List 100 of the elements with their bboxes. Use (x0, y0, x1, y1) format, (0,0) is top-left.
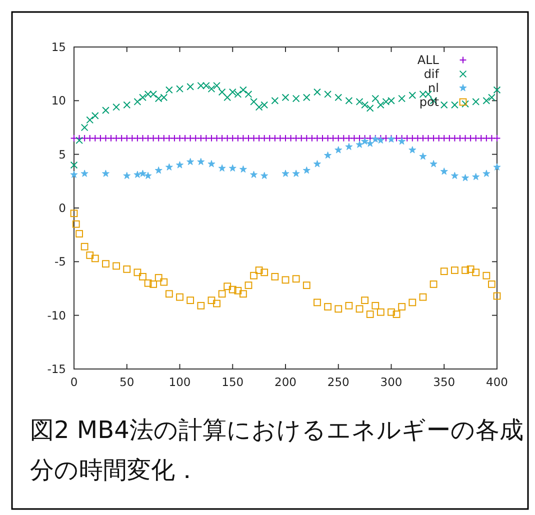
point (80, 242, 88, 250)
point (76, 230, 83, 238)
point (165, 290, 173, 298)
point (139, 94, 146, 102)
point (462, 174, 470, 182)
point (419, 152, 427, 160)
point (324, 303, 332, 310)
point (292, 170, 300, 177)
point (224, 282, 232, 290)
x-tick-label: 200 (274, 375, 296, 389)
point (176, 293, 184, 301)
point (102, 170, 110, 177)
y-tick-label: -15 (47, 362, 66, 376)
point (345, 302, 353, 310)
point (250, 170, 258, 178)
point (314, 88, 321, 96)
point (91, 112, 99, 120)
point (282, 170, 290, 177)
point (361, 101, 369, 109)
point (345, 142, 353, 150)
point (356, 305, 364, 313)
point (250, 98, 258, 106)
point (271, 96, 279, 104)
point (144, 279, 152, 287)
x-tick-label: 400 (486, 375, 508, 389)
point (228, 286, 236, 294)
point (282, 276, 290, 284)
point (234, 286, 242, 294)
point (314, 298, 321, 306)
point (208, 160, 216, 168)
point (450, 172, 458, 180)
point (218, 88, 226, 96)
point (260, 268, 268, 276)
point (482, 272, 490, 280)
point (334, 305, 342, 313)
point (271, 272, 279, 280)
x-tick-label: 350 (433, 375, 456, 389)
point (112, 103, 120, 111)
y-tick-label: -5 (54, 254, 66, 269)
point (240, 86, 247, 94)
point (493, 292, 501, 300)
point (208, 296, 216, 304)
point (302, 282, 310, 289)
point (80, 124, 88, 132)
point (482, 170, 490, 177)
point (493, 86, 501, 94)
x-tick-label: 300 (380, 375, 402, 389)
point (213, 82, 220, 90)
point (372, 302, 380, 310)
y-tick-label: 0 (58, 201, 66, 215)
point (86, 116, 94, 124)
point (440, 101, 448, 109)
point (255, 266, 263, 274)
point (240, 290, 247, 298)
point (376, 101, 384, 109)
point (472, 98, 480, 106)
y-tick-label: -10 (47, 308, 66, 322)
point (302, 166, 310, 174)
point (292, 94, 300, 102)
point (165, 163, 173, 170)
point (408, 146, 416, 154)
point (488, 280, 496, 288)
point (451, 101, 458, 109)
point (176, 161, 184, 168)
point (392, 310, 400, 318)
point (123, 172, 131, 180)
point (366, 140, 374, 147)
point (462, 100, 469, 108)
point (208, 85, 216, 93)
point (366, 104, 374, 112)
y-tick-label: 15 (51, 40, 66, 54)
point (440, 268, 448, 276)
legend-label: ALL (417, 53, 440, 67)
x-tick-label: 0 (70, 375, 78, 389)
point (462, 266, 469, 274)
point (292, 275, 300, 283)
point (224, 94, 232, 102)
point (430, 280, 438, 288)
point (356, 98, 364, 106)
point (334, 94, 342, 102)
point (398, 138, 406, 145)
point (366, 310, 374, 318)
point (150, 280, 158, 288)
legend-label: dif (424, 67, 440, 81)
point (466, 265, 474, 273)
point (440, 168, 448, 175)
point (112, 262, 120, 270)
point (244, 282, 252, 289)
point (144, 172, 152, 180)
point (388, 308, 395, 316)
point (345, 96, 353, 104)
point (356, 140, 364, 148)
point (102, 106, 110, 114)
point (398, 303, 406, 310)
point (139, 272, 146, 280)
point (91, 254, 99, 262)
point (334, 146, 342, 154)
caption: 図2 MB4法の計算におけるエネルギーの各成分の時間変化． (30, 415, 524, 486)
point (213, 300, 220, 308)
point (313, 160, 321, 168)
